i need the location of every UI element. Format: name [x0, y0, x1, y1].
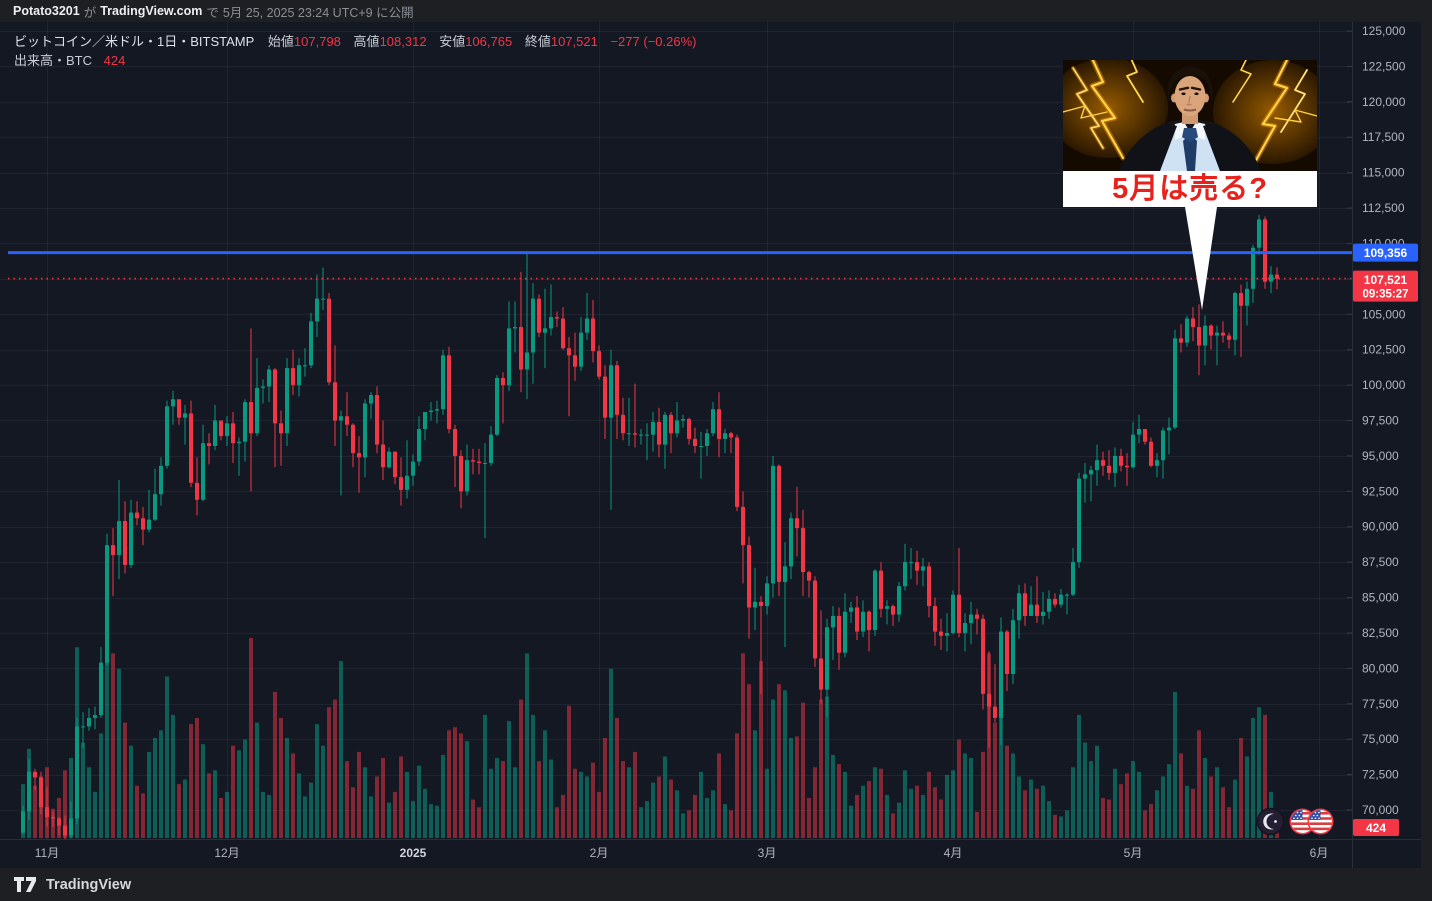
price-axis[interactable]: 125,000 122,500 120,000 117,500 115,000 112,5… — [1347, 24, 1406, 817]
svg-text:5月: 5月 — [1124, 846, 1143, 860]
last-price-label: 107,521 09:35:27 — [1353, 270, 1418, 302]
svg-text:120,000: 120,000 — [1362, 95, 1406, 109]
low-label: 安値 — [439, 34, 466, 49]
tradingview-logo-icon[interactable] — [13, 876, 37, 893]
svg-text:100,000: 100,000 — [1362, 378, 1406, 392]
chart-widget[interactable]: 125,000 122,500 120,000 117,500 115,000 112,5… — [0, 22, 1421, 868]
us-flag-event-icon[interactable] — [1306, 807, 1335, 836]
svg-text:2025: 2025 — [400, 846, 427, 860]
svg-text:75,000: 75,000 — [1362, 732, 1399, 746]
event-marker-row[interactable] — [1256, 807, 1336, 837]
svg-text:82,500: 82,500 — [1362, 626, 1399, 640]
publish-info-bar: Potato3201 が TradingView.com で 5月 25, 20… — [0, 0, 1432, 22]
publish-particle2: で — [206, 5, 219, 20]
meme-caption: 5月は売る? — [1063, 171, 1317, 207]
close-value: 107,521 — [550, 34, 598, 49]
volume-value: 424 — [103, 53, 126, 68]
svg-text:85,000: 85,000 — [1362, 591, 1399, 605]
grid-lines — [0, 22, 1352, 839]
meme-overlay[interactable]: 5月は売る? — [1048, 53, 1333, 310]
svg-text:92,500: 92,500 — [1362, 484, 1399, 498]
publish-timestamp: 5月 25, 2025 23:24 UTC+9 に公開 — [222, 5, 414, 20]
bar-countdown: 09:35:27 — [1362, 289, 1408, 301]
change-value: −277 (−0.26%) — [610, 34, 697, 49]
volume-axis-label: 424 — [1353, 819, 1399, 836]
crypto-event-icon[interactable] — [1256, 807, 1285, 836]
svg-text:112,500: 112,500 — [1362, 201, 1405, 215]
svg-text:3月: 3月 — [758, 846, 777, 860]
us-flag-event-icon[interactable] — [1288, 807, 1317, 836]
legend-symbol-row[interactable]: ビットコイン／米ドル・1日・BITSTAMP 始値107,798 高値108,3… — [14, 32, 696, 51]
svg-text:105,000: 105,000 — [1362, 307, 1406, 321]
svg-text:6月: 6月 — [1310, 846, 1329, 860]
svg-text:11月: 11月 — [35, 846, 59, 860]
lightning-bolts-icon — [1062, 53, 1318, 165]
svg-text:90,000: 90,000 — [1362, 520, 1399, 534]
price-lines[interactable] — [8, 251, 1352, 280]
svg-text:80,000: 80,000 — [1362, 661, 1399, 675]
candlestick-series — [21, 215, 1279, 839]
svg-text:107,521: 107,521 — [1364, 273, 1408, 287]
man-portrait — [1119, 66, 1261, 171]
time-axis[interactable]: 11月 12月 2025 2月 3月 4月 5月 6月 — [35, 846, 1329, 860]
high-value: 108,312 — [379, 34, 427, 49]
svg-text:109,356: 109,356 — [1364, 246, 1408, 260]
footer-brand[interactable]: TradingView — [46, 876, 132, 893]
svg-text:117,500: 117,500 — [1362, 130, 1405, 144]
svg-text:95,000: 95,000 — [1362, 449, 1399, 463]
low-value: 106,765 — [465, 34, 513, 49]
publish-particle: が — [83, 5, 97, 20]
svg-text:97,500: 97,500 — [1362, 413, 1399, 427]
svg-text:424: 424 — [1366, 821, 1386, 835]
svg-text:77,500: 77,500 — [1362, 697, 1399, 711]
volume-label: 出来高・BTC — [14, 53, 93, 68]
svg-text:2月: 2月 — [590, 846, 609, 860]
publish-site-link[interactable]: TradingView.com — [100, 4, 203, 18]
svg-text:115,000: 115,000 — [1362, 166, 1405, 180]
publish-author: Potato3201 — [13, 4, 80, 18]
svg-text:87,500: 87,500 — [1362, 555, 1399, 569]
volume-series — [21, 638, 1279, 838]
meme-photo — [1048, 53, 1333, 171]
high-label: 高値 — [353, 34, 380, 49]
svg-text:102,500: 102,500 — [1362, 343, 1406, 357]
open-label: 始値 — [267, 34, 294, 49]
open-value: 107,798 — [293, 34, 341, 49]
svg-text:122,500: 122,500 — [1362, 59, 1406, 73]
chart-legend: ビットコイン／米ドル・1日・BITSTAMP 始値107,798 高値108,3… — [14, 32, 696, 70]
svg-text:72,500: 72,500 — [1362, 768, 1399, 782]
svg-text:70,000: 70,000 — [1362, 803, 1399, 817]
footer-bar: TradingView — [0, 868, 1432, 901]
svg-text:125,000: 125,000 — [1362, 24, 1406, 38]
blue-line-price-label: 109,356 — [1353, 243, 1418, 262]
svg-text:12月: 12月 — [214, 846, 239, 860]
speech-pointer — [1185, 207, 1217, 310]
svg-text:4月: 4月 — [944, 846, 963, 860]
close-label: 終値 — [524, 34, 551, 49]
legend-volume-row[interactable]: 出来高・BTC 424 — [14, 51, 696, 70]
symbol-title[interactable]: ビットコイン／米ドル・1日・BITSTAMP — [14, 34, 255, 49]
